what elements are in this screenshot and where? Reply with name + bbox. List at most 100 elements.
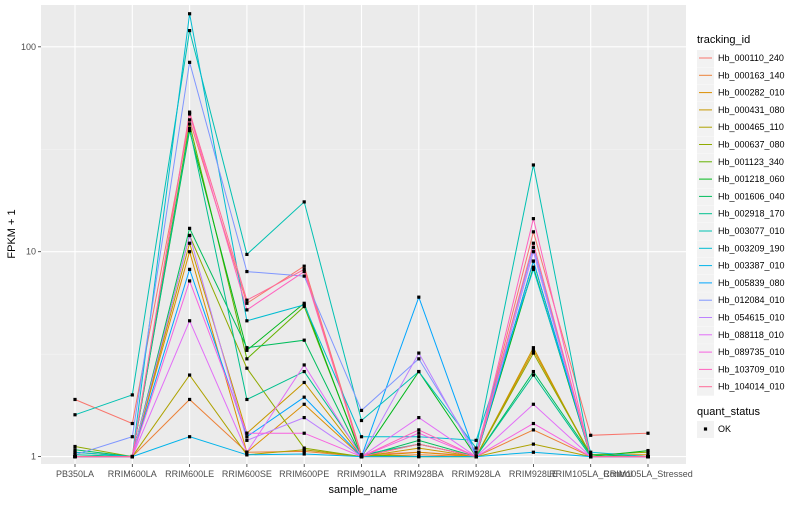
data-point (417, 442, 421, 446)
y-tick-label: 10 (26, 247, 36, 257)
x-tick-label: RRIM105LA_Control (549, 469, 632, 479)
legend-entry-label: Hb_000431_080 (718, 105, 785, 115)
data-point (188, 250, 192, 254)
data-point (73, 448, 77, 452)
data-point (302, 269, 306, 274)
data-point (73, 413, 77, 417)
data-point (245, 301, 249, 305)
data-point (474, 446, 478, 450)
legend-entry-label: Hb_103709_010 (718, 364, 785, 374)
data-point (531, 250, 535, 254)
data-point (417, 446, 421, 450)
data-point (302, 395, 306, 399)
data-point (188, 129, 192, 133)
data-point (531, 450, 535, 454)
legend: tracking_id Hb_000110_240 Hb_000163_140 Hb_… (697, 34, 785, 438)
data-point (646, 450, 650, 454)
data-point (302, 267, 306, 271)
x-tick-label: RRIM600LA (108, 469, 157, 479)
data-point (474, 438, 478, 442)
x-tick-label: RRIM928BA (394, 469, 444, 479)
data-point (73, 453, 77, 457)
data-point (245, 431, 249, 435)
data-point (359, 454, 364, 459)
data-point (188, 241, 192, 245)
x-axis-title: sample_name (328, 484, 397, 496)
data-points (73, 12, 650, 459)
data-point (245, 269, 249, 274)
legend-entry-label: Hb_003209_190 (718, 243, 785, 253)
data-point (531, 421, 535, 426)
data-point (245, 298, 249, 302)
data-point (73, 444, 77, 449)
data-point (188, 279, 192, 283)
x-tick-label: PB350LA (56, 469, 94, 479)
data-point (302, 338, 306, 342)
data-point (73, 450, 77, 454)
data-point (302, 274, 306, 278)
data-point (417, 438, 421, 442)
legend-entry-label: Hb_000282_010 (718, 88, 785, 98)
legend-entry-label: Hb_003077_010 (718, 226, 785, 236)
x-tick-label: RRIM600LE (165, 469, 214, 479)
data-point (417, 357, 421, 361)
data-point (531, 428, 535, 432)
data-point (302, 200, 306, 204)
data-point (73, 454, 77, 459)
data-point (130, 421, 134, 426)
data-point (302, 380, 306, 385)
plot-panel (41, 5, 686, 464)
data-point (245, 438, 249, 442)
data-point (646, 453, 650, 457)
data-point (302, 448, 306, 452)
data-point (245, 308, 249, 312)
data-point (188, 28, 192, 33)
data-point (302, 304, 306, 309)
legend-entry-label: Hb_054615_010 (718, 313, 785, 323)
data-point (302, 452, 306, 456)
x-axis: PB350LA RRIM600LA RRIM600LE RRIM600SE RRIM60… (56, 464, 693, 479)
legend-title: tracking_id (697, 34, 750, 46)
legend-entry-label: Hb_089735_010 (718, 347, 785, 357)
data-point (531, 163, 535, 167)
legend-entry-label: Hb_001123_340 (718, 157, 784, 167)
x-tick-label: RRIM105LA_Stressed (603, 469, 693, 479)
data-point (417, 454, 421, 459)
data-point (531, 402, 535, 406)
data-point (646, 431, 650, 435)
data-point (417, 369, 421, 374)
data-point (188, 60, 192, 64)
data-point (302, 369, 306, 374)
data-point (531, 369, 535, 374)
data-point (245, 348, 249, 352)
legend-entry-label: Hb_000110_240 (718, 53, 784, 63)
data-point (417, 435, 421, 439)
data-point (302, 301, 306, 305)
x-tick-label: RRIM600SE (222, 469, 272, 479)
data-point (245, 252, 249, 257)
data-point (646, 454, 650, 459)
data-point (188, 226, 192, 230)
y-axis-title: FPKM + 1 (6, 209, 18, 258)
data-point (531, 348, 535, 352)
data-point (302, 264, 306, 268)
data-point (359, 418, 364, 423)
data-point (188, 112, 192, 116)
data-point (188, 435, 192, 439)
data-point (589, 450, 593, 454)
data-point (646, 448, 650, 453)
legend-entry-label: Hb_012084_010 (718, 295, 785, 305)
data-point (474, 454, 478, 459)
x-tick-label: RRIM928LE (509, 469, 558, 479)
y-axis: 1 10 100 (21, 42, 41, 462)
data-point (359, 408, 364, 413)
data-point (417, 415, 421, 420)
data-point (245, 453, 249, 457)
legend-shape-point (703, 427, 708, 431)
data-point (245, 435, 249, 439)
legend-entry-label: Hb_104014_010 (718, 382, 785, 392)
data-point (245, 450, 249, 454)
legend-entry-label: Hb_002918_170 (718, 209, 785, 219)
data-point (245, 397, 249, 402)
